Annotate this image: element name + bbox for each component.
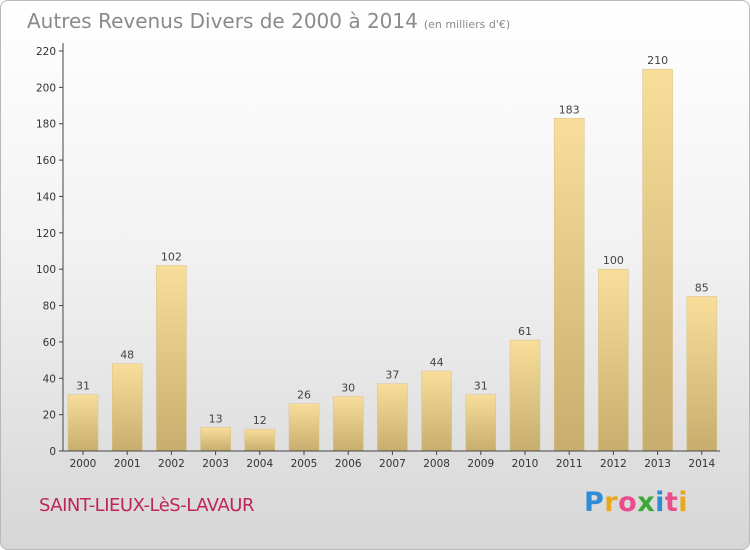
bar-value-label-2011: 183 bbox=[559, 103, 580, 116]
bar-value-label-2003: 13 bbox=[209, 412, 223, 425]
bar-2008 bbox=[421, 370, 452, 452]
chart-title: Autres Revenus Divers de 2000 à 2014 (en … bbox=[27, 9, 510, 33]
x-tick-label-2013: 2013 bbox=[644, 458, 671, 470]
y-tick-label-200: 200 bbox=[36, 82, 56, 94]
x-tick-label-2003: 2003 bbox=[202, 458, 229, 470]
bar-2000 bbox=[67, 394, 99, 452]
bar-2003 bbox=[200, 427, 231, 452]
bar-2001 bbox=[111, 363, 143, 452]
x-tick-label-2000: 2000 bbox=[70, 458, 97, 470]
x-tick-label-2005: 2005 bbox=[291, 458, 318, 470]
title-unit: (en milliers d'€) bbox=[423, 18, 511, 31]
bar-2012 bbox=[598, 268, 629, 452]
logo-letter: i bbox=[655, 487, 665, 518]
bar-value-label-2013: 210 bbox=[647, 54, 668, 67]
y-tick-label-0: 0 bbox=[49, 446, 56, 458]
x-tick-label-2011: 2011 bbox=[556, 458, 583, 470]
logo-letter: x bbox=[637, 487, 656, 518]
bar-value-label-2005: 26 bbox=[297, 389, 311, 402]
y-tick-label-60: 60 bbox=[43, 337, 56, 349]
bar-value-label-2008: 44 bbox=[430, 356, 444, 369]
bar-value-label-2010: 61 bbox=[518, 325, 532, 338]
bar-2004 bbox=[244, 428, 276, 452]
bar-2002 bbox=[156, 265, 187, 452]
bar-2007 bbox=[377, 383, 408, 452]
x-tick-label-2008: 2008 bbox=[423, 458, 450, 470]
logo-letter: i bbox=[678, 487, 689, 518]
bar-value-label-2002: 102 bbox=[161, 251, 182, 264]
bar-2014 bbox=[686, 296, 718, 452]
bar-2013 bbox=[642, 68, 673, 452]
title-text: Autres Revenus Divers de 2000 à 2014 bbox=[27, 9, 418, 33]
x-tick-label-2004: 2004 bbox=[246, 458, 273, 470]
bars-group: 31 48 102 13 12 26 30 37 44 31 61 183 100 210 85 bbox=[67, 54, 718, 452]
bar-value-label-2000: 31 bbox=[76, 380, 90, 393]
bar-2005 bbox=[288, 403, 320, 452]
bar-value-label-2001: 48 bbox=[120, 349, 134, 362]
axes-group: 2000 2001 2002 2003 2004 2005 2006 2007 2008 2009… bbox=[36, 43, 720, 470]
x-tick-label-2002: 2002 bbox=[158, 458, 185, 470]
x-tick-label-2009: 2009 bbox=[467, 458, 494, 470]
x-tick-label-2012: 2012 bbox=[600, 458, 627, 470]
y-tick-label-20: 20 bbox=[43, 410, 56, 422]
y-tick-label-40: 40 bbox=[43, 373, 56, 385]
logo-letter: r bbox=[604, 487, 619, 518]
y-tick-label-140: 140 bbox=[36, 191, 56, 203]
bar-value-label-2009: 31 bbox=[474, 380, 488, 393]
bar-value-label-2014: 85 bbox=[695, 281, 709, 294]
bar-2006 bbox=[332, 396, 364, 452]
bar-value-label-2004: 12 bbox=[253, 414, 267, 427]
bar-2010 bbox=[509, 339, 541, 452]
bar-value-label-2006: 30 bbox=[341, 381, 355, 394]
x-tick-label-2001: 2001 bbox=[114, 458, 141, 470]
y-tick-label-180: 180 bbox=[36, 119, 56, 131]
x-tick-label-2006: 2006 bbox=[335, 458, 362, 470]
x-tick-label-2007: 2007 bbox=[379, 458, 406, 470]
bar-value-label-2007: 37 bbox=[385, 369, 399, 382]
y-tick-label-220: 220 bbox=[36, 46, 56, 58]
bar-value-label-2012: 100 bbox=[603, 254, 624, 267]
y-tick-label-160: 160 bbox=[36, 155, 56, 167]
commune-name: SAINT-LIEUX-LèS-LAVAUR bbox=[39, 495, 254, 516]
y-tick-label-120: 120 bbox=[36, 228, 56, 240]
bar-2011 bbox=[553, 118, 585, 452]
x-tick-label-2014: 2014 bbox=[688, 458, 715, 470]
logo-letter: o bbox=[618, 487, 638, 518]
y-tick-label-80: 80 bbox=[43, 301, 56, 313]
proxiti-logo: Proxiti bbox=[584, 487, 688, 518]
y-tick-label-100: 100 bbox=[36, 264, 56, 276]
bar-2009 bbox=[465, 394, 497, 452]
logo-letter: P bbox=[584, 487, 605, 518]
logo-letter: t bbox=[664, 487, 679, 518]
x-tick-label-2010: 2010 bbox=[512, 458, 539, 470]
